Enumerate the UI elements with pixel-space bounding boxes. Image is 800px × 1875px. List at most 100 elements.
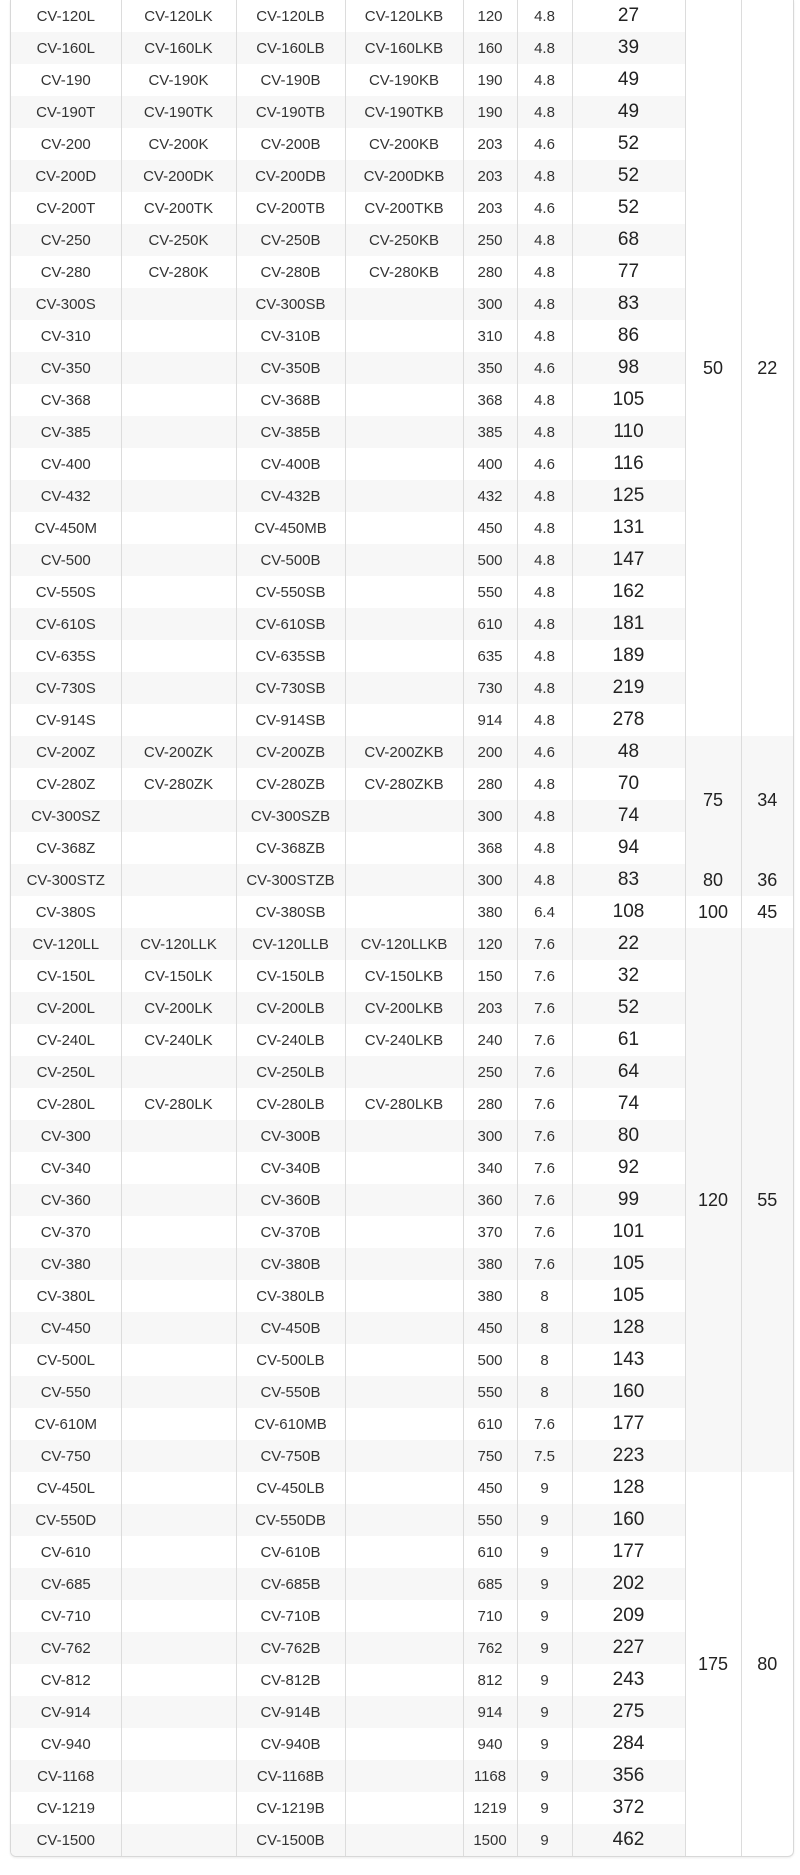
cell-model: CV-750	[11, 1440, 121, 1472]
cell-model-kb	[344, 1696, 463, 1728]
cell-width: 4.8	[516, 608, 572, 640]
cell-model-b: CV-812B	[235, 1664, 345, 1696]
cell-model: CV-610	[40, 1543, 91, 1561]
cell-width: 4.6	[516, 736, 572, 768]
cell-model-k	[120, 1280, 236, 1312]
cell-model-k: CV-190TK	[120, 96, 236, 128]
cell-width: 9	[516, 1504, 572, 1536]
cell-model: CV-730S	[11, 672, 121, 704]
cell-weight: 105	[571, 1280, 685, 1312]
cell-weight: 110	[571, 416, 685, 448]
cell-model-kb: CV-250KB	[344, 224, 463, 256]
cell-model: CV-250L	[11, 1056, 121, 1088]
cell-model: CV-400	[40, 455, 91, 473]
cell-weight: 105	[571, 384, 685, 416]
cell-model-k	[120, 288, 236, 320]
table-row: CV-914 CV-914B 914 9 275	[11, 1696, 793, 1728]
cell-model-k	[120, 1152, 236, 1184]
cell-model-k	[120, 1632, 236, 1664]
cell-width: 4.8	[516, 224, 572, 256]
cell-model-k	[120, 1344, 236, 1376]
cell-model: CV-812	[40, 1671, 91, 1689]
cell-model: CV-368	[40, 391, 91, 409]
cell-model: CV-500	[11, 544, 121, 576]
cell-width: 4.6	[516, 192, 572, 224]
cell-model-kb	[344, 352, 463, 384]
cell-weight: 131	[571, 512, 685, 544]
cell-model-b: CV-300SZB	[235, 800, 345, 832]
cell-model-kb: CV-240LKB	[344, 1024, 463, 1056]
table-row: CV-360 CV-360B 360 7.6 99	[11, 1184, 793, 1216]
cell-model: CV-360	[11, 1184, 121, 1216]
cell-width: 8	[516, 1376, 572, 1408]
cell-model-k	[120, 672, 236, 704]
group-cell-b: 34	[740, 736, 793, 864]
cell-length: 1168	[462, 1760, 517, 1792]
cell-weight: 162	[571, 576, 685, 608]
cell-model-b: CV-240LB	[235, 1024, 345, 1056]
cell-model-b: CV-310B	[235, 320, 345, 352]
cell-model: CV-300S	[11, 288, 121, 320]
cell-length: 203	[462, 992, 517, 1024]
cell-length: 203	[462, 192, 517, 224]
cell-model-k	[120, 1600, 236, 1632]
cell-width: 4.8	[516, 64, 572, 96]
cell-model-k	[120, 1664, 236, 1696]
cell-model-kb	[344, 1568, 463, 1600]
table-row: CV-350 CV-350B 350 4.6 98	[11, 352, 793, 384]
cell-model-kb	[344, 512, 463, 544]
cell-width: 7.6	[516, 1088, 572, 1120]
cell-model-kb	[344, 608, 463, 640]
cell-weight: 49	[571, 96, 685, 128]
cell-length: 300	[462, 1120, 517, 1152]
cell-model: CV-300	[11, 1120, 121, 1152]
cell-model-k: CV-200K	[120, 128, 236, 160]
cell-width: 9	[516, 1632, 572, 1664]
cell-model-b: CV-550B	[235, 1376, 345, 1408]
group-cell-b: 36	[740, 864, 793, 896]
cell-length: 280	[462, 256, 517, 288]
cell-model-b: CV-730SB	[235, 672, 345, 704]
cell-width: 4.8	[516, 320, 572, 352]
table-row: CV-120L CV-120LK CV-120LB CV-120LKB 120 4.8 27…	[11, 0, 793, 736]
cell-model-b: CV-280ZB	[235, 768, 345, 800]
cell-length: 370	[462, 1216, 517, 1248]
cell-model-k: CV-240LK	[120, 1024, 236, 1056]
cell-weight: 105	[571, 1248, 685, 1280]
cell-width: 4.8	[516, 96, 572, 128]
cell-length: 1219	[462, 1792, 517, 1824]
cell-model-b: CV-360B	[235, 1184, 345, 1216]
cell-model-k	[120, 1536, 236, 1568]
cell-model-b: CV-380B	[235, 1248, 345, 1280]
group-cell-a: 50	[684, 0, 741, 736]
cell-weight: 80	[571, 1120, 685, 1152]
table-row: CV-1168 CV-1168B 1168 9 356	[11, 1760, 793, 1792]
cell-model-kb	[344, 1248, 463, 1280]
cell-model-kb: CV-200KB	[344, 128, 463, 160]
cell-model-k: CV-120LLK	[120, 928, 236, 960]
cell-model-b: CV-450LB	[235, 1472, 345, 1504]
cell-model-kb: CV-120LLKB	[344, 928, 463, 960]
cell-model-k: CV-200TK	[120, 192, 236, 224]
table-row: CV-550S CV-550SB 550 4.8 162	[11, 576, 793, 608]
cell-model: CV-350	[11, 352, 121, 384]
cell-length: 360	[462, 1184, 517, 1216]
cell-model-k	[120, 1248, 236, 1280]
cell-length: 762	[462, 1632, 517, 1664]
cell-length: 368	[462, 384, 517, 416]
cell-model-kb	[344, 288, 463, 320]
cell-model-k	[120, 576, 236, 608]
cell-model-b: CV-250B	[235, 224, 345, 256]
cell-weight: 227	[571, 1632, 685, 1664]
table-row: CV-370 CV-370B 370 7.6 101	[11, 1216, 793, 1248]
cell-weight: 108	[571, 896, 685, 928]
group-cell-b: 55	[740, 928, 793, 1472]
cell-model-kb	[344, 1536, 463, 1568]
cell-length: 400	[462, 448, 517, 480]
cell-model-kb	[344, 1824, 463, 1856]
cell-model-kb	[344, 1312, 463, 1344]
cell-weight: 278	[571, 704, 685, 736]
cell-model: CV-300SZ	[11, 800, 121, 832]
cell-weight: 86	[571, 320, 685, 352]
cell-model-kb	[344, 1472, 463, 1504]
